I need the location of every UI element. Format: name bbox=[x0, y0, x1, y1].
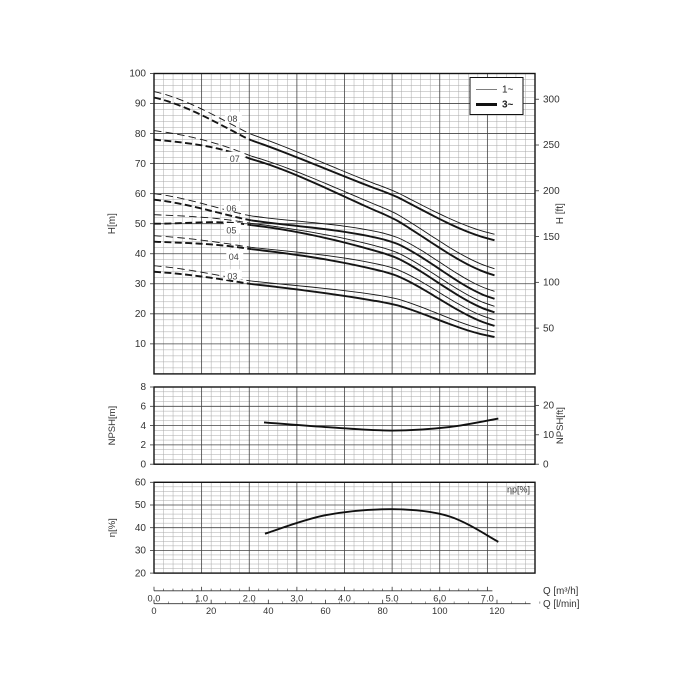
svg-text:70: 70 bbox=[135, 159, 147, 170]
svg-text:10: 10 bbox=[135, 339, 147, 350]
svg-text:60: 60 bbox=[320, 606, 330, 616]
svg-text:50: 50 bbox=[135, 500, 147, 511]
svg-text:03: 03 bbox=[227, 272, 237, 282]
svg-text:80: 80 bbox=[377, 606, 387, 616]
svg-text:6: 6 bbox=[140, 402, 146, 413]
svg-text:ηp[%]: ηp[%] bbox=[507, 484, 530, 494]
svg-text:2.0: 2.0 bbox=[243, 593, 256, 603]
svg-text:05: 05 bbox=[226, 225, 236, 235]
svg-text:60: 60 bbox=[135, 478, 147, 489]
svg-text:80: 80 bbox=[135, 129, 147, 140]
svg-text:200: 200 bbox=[543, 186, 560, 197]
svg-text:50: 50 bbox=[135, 219, 147, 230]
svg-text:20: 20 bbox=[206, 606, 216, 616]
svg-text:0: 0 bbox=[543, 459, 549, 470]
svg-text:20: 20 bbox=[543, 401, 555, 412]
svg-text:100: 100 bbox=[129, 69, 146, 80]
svg-text:4: 4 bbox=[140, 421, 146, 432]
svg-text:300: 300 bbox=[543, 94, 560, 105]
svg-text:06: 06 bbox=[226, 204, 236, 214]
svg-text:90: 90 bbox=[135, 99, 147, 110]
svg-text:07: 07 bbox=[230, 154, 240, 164]
svg-text:η[%]: η[%] bbox=[107, 518, 118, 537]
svg-text:100: 100 bbox=[543, 278, 560, 289]
svg-text:0: 0 bbox=[140, 459, 146, 470]
svg-text:H [ft]: H [ft] bbox=[555, 203, 566, 224]
svg-text:NPSH[m]: NPSH[m] bbox=[107, 406, 118, 446]
svg-text:0: 0 bbox=[151, 606, 156, 616]
svg-text:Q [l/min]: Q [l/min] bbox=[543, 599, 580, 610]
svg-text:100: 100 bbox=[432, 606, 448, 616]
svg-text:30: 30 bbox=[135, 546, 147, 557]
svg-text:40: 40 bbox=[263, 606, 273, 616]
svg-text:08: 08 bbox=[227, 114, 237, 124]
svg-text:20: 20 bbox=[135, 309, 147, 320]
svg-text:30: 30 bbox=[135, 279, 147, 290]
svg-text:NPSH[ft]: NPSH[ft] bbox=[555, 407, 566, 444]
svg-text:20: 20 bbox=[135, 568, 147, 579]
svg-text:50: 50 bbox=[543, 323, 555, 334]
svg-text:40: 40 bbox=[135, 249, 147, 260]
svg-text:10: 10 bbox=[543, 430, 555, 441]
svg-text:Q [m³/h]: Q [m³/h] bbox=[543, 586, 579, 597]
svg-text:120: 120 bbox=[489, 606, 505, 616]
svg-text:5.0: 5.0 bbox=[386, 593, 399, 603]
svg-text:150: 150 bbox=[543, 232, 560, 243]
svg-text:H[m]: H[m] bbox=[107, 213, 118, 234]
svg-text:04: 04 bbox=[229, 252, 239, 262]
svg-text:3~: 3~ bbox=[502, 100, 514, 111]
svg-text:8: 8 bbox=[140, 382, 146, 393]
svg-text:40: 40 bbox=[135, 523, 147, 534]
svg-text:60: 60 bbox=[135, 189, 147, 200]
svg-text:250: 250 bbox=[543, 140, 560, 151]
svg-text:2: 2 bbox=[140, 440, 146, 451]
svg-text:1~: 1~ bbox=[502, 85, 514, 96]
